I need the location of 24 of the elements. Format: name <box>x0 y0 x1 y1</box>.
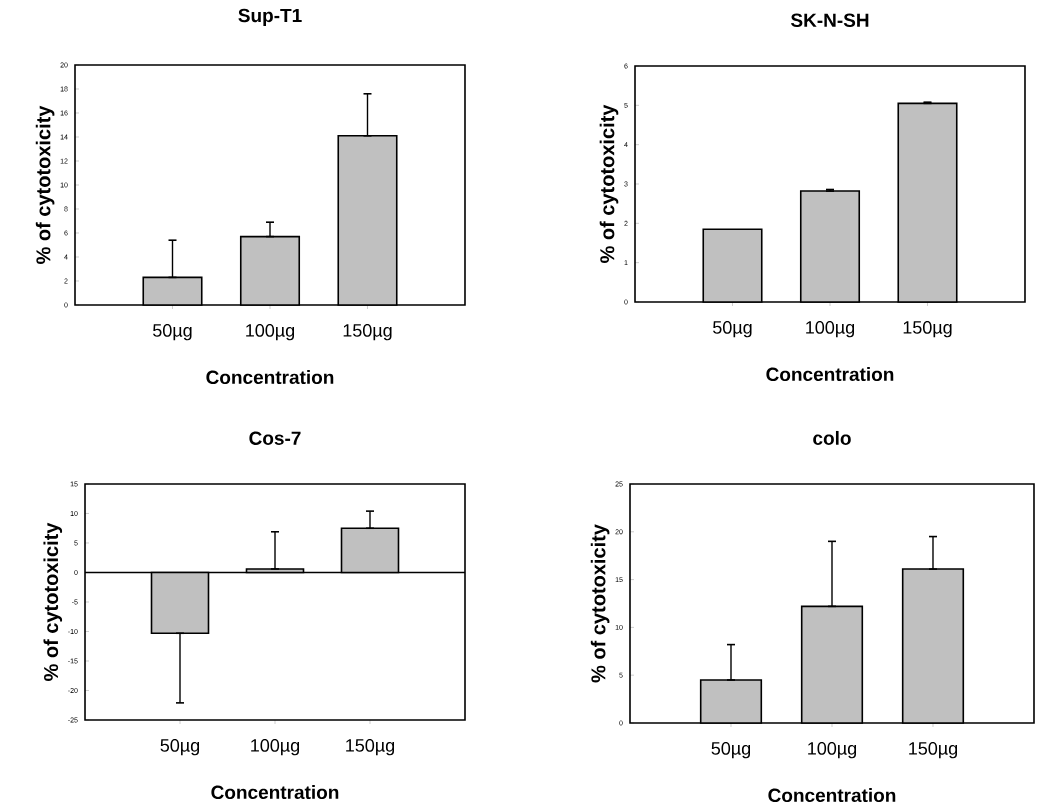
x-tick-label: 150µg <box>903 321 952 338</box>
x-tick-label: 100µg <box>246 324 295 341</box>
x-tick-label: 50µg <box>160 739 200 756</box>
chart-title: colo <box>813 430 851 445</box>
x-tick-label: 50µg <box>713 321 752 338</box>
chart-title: Cos-7 <box>249 431 301 445</box>
x-tick-label: 50µg <box>153 324 192 341</box>
y-axis-title: % of cytotoxicity <box>590 524 610 683</box>
y-axis-title: % of cytotoxicity <box>35 105 55 264</box>
x-tick-label: 150µg <box>343 324 392 341</box>
chart-title: SK-N-SH <box>790 13 869 27</box>
x-axis-title: Concentration <box>206 370 334 385</box>
x-tick-label: 150µg <box>909 742 958 759</box>
x-axis-title: Concentration <box>211 785 339 800</box>
x-tick-label: 100µg <box>251 739 300 756</box>
chart-title: Sup-T1 <box>238 8 302 26</box>
x-tick-label: 150µg <box>346 739 395 756</box>
x-tick-label: 100µg <box>806 321 855 338</box>
x-tick-label: 100µg <box>808 742 857 759</box>
x-tick-label: 50µg <box>711 742 751 759</box>
y-axis-title: % of cytotoxicity <box>599 104 619 263</box>
x-axis-title: Concentration <box>766 367 894 382</box>
y-axis-title: % of cytotoxicity <box>43 522 63 681</box>
x-axis-title: Concentration <box>768 788 896 803</box>
